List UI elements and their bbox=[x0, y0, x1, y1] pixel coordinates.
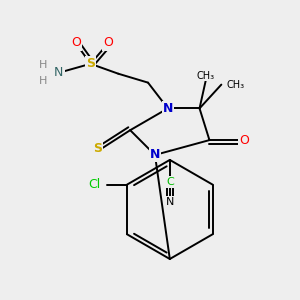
Text: C: C bbox=[166, 177, 174, 187]
Text: O: O bbox=[71, 37, 81, 50]
Text: N: N bbox=[54, 66, 64, 79]
Text: H: H bbox=[39, 60, 47, 70]
Text: N: N bbox=[150, 148, 160, 161]
Text: CH₃: CH₃ bbox=[226, 80, 244, 90]
Text: N: N bbox=[166, 196, 174, 206]
Text: S: S bbox=[93, 142, 102, 154]
Text: N: N bbox=[163, 102, 173, 115]
Text: Cl: Cl bbox=[88, 178, 100, 191]
Text: S: S bbox=[86, 57, 95, 70]
Text: CH₃: CH₃ bbox=[196, 71, 214, 81]
Text: O: O bbox=[239, 134, 249, 147]
Text: O: O bbox=[103, 37, 113, 50]
Text: H: H bbox=[39, 76, 47, 85]
